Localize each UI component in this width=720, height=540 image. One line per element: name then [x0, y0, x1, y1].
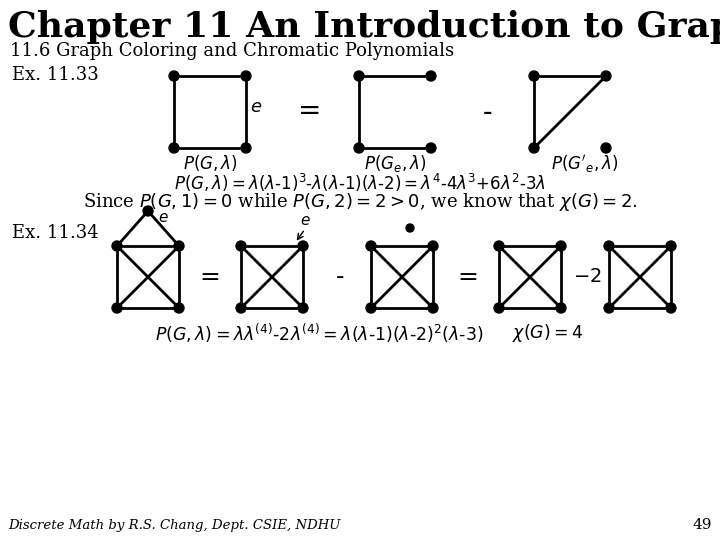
Circle shape: [298, 241, 308, 251]
Circle shape: [298, 303, 308, 313]
Text: $\chi(G)$$=$$4$: $\chi(G)$$=$$4$: [512, 322, 583, 344]
Circle shape: [428, 303, 438, 313]
Text: Ex. 11.34: Ex. 11.34: [12, 224, 99, 242]
Circle shape: [604, 241, 614, 251]
Circle shape: [494, 303, 504, 313]
Circle shape: [556, 241, 566, 251]
Circle shape: [112, 303, 122, 313]
Text: Chapter 11 An Introduction to Graph Theory: Chapter 11 An Introduction to Graph Theo…: [8, 10, 720, 44]
Text: 11.6 Graph Coloring and Chromatic Polynomials: 11.6 Graph Coloring and Chromatic Polyno…: [10, 42, 454, 60]
Circle shape: [494, 241, 504, 251]
Circle shape: [241, 143, 251, 153]
Text: $e$: $e$: [158, 211, 168, 225]
Circle shape: [604, 303, 614, 313]
Circle shape: [143, 206, 153, 216]
Circle shape: [112, 241, 122, 251]
Text: $P(G'_e,\lambda)$: $P(G'_e,\lambda)$: [552, 153, 618, 175]
Circle shape: [426, 143, 436, 153]
Circle shape: [354, 143, 364, 153]
Circle shape: [426, 71, 436, 81]
Circle shape: [169, 71, 179, 81]
Circle shape: [601, 143, 611, 153]
Circle shape: [556, 303, 566, 313]
Text: $P(G,\lambda)$: $P(G,\lambda)$: [183, 153, 238, 173]
Text: $P(G,\lambda)=\lambda\lambda^{(4)}\text{-}2\lambda^{(4)}= \lambda(\lambda\text{-: $P(G,\lambda)=\lambda\lambda^{(4)}\text{…: [155, 322, 483, 345]
Text: $P(G,\lambda)=\lambda(\lambda\text{-}1)^3\text{-}\lambda(\lambda\text{-}1)(\lamb: $P(G,\lambda)=\lambda(\lambda\text{-}1)^…: [174, 172, 546, 194]
Circle shape: [366, 303, 376, 313]
Text: =: =: [298, 98, 322, 125]
Circle shape: [366, 241, 376, 251]
Circle shape: [666, 241, 676, 251]
Circle shape: [174, 303, 184, 313]
Text: 49: 49: [693, 518, 712, 532]
Text: -: -: [483, 98, 492, 125]
Circle shape: [406, 224, 414, 232]
Circle shape: [529, 143, 539, 153]
Text: Discrete Math by R.S. Chang, Dept. CSIE, NDHU: Discrete Math by R.S. Chang, Dept. CSIE,…: [8, 519, 341, 532]
Circle shape: [241, 71, 251, 81]
Circle shape: [529, 71, 539, 81]
Text: $P(G_e,\lambda)$: $P(G_e,\lambda)$: [364, 153, 426, 174]
Text: $e$: $e$: [300, 214, 310, 228]
Circle shape: [601, 71, 611, 81]
Circle shape: [666, 303, 676, 313]
Text: Since $P(G,1)$$=$$0$ while $P(G,2)$$=$$2$$>$$0$, we know that $\chi(G)$$=$$2$.: Since $P(G,1)$$=$$0$ while $P(G,2)$$=$$2…: [83, 191, 637, 213]
Text: -: -: [336, 266, 344, 288]
Circle shape: [236, 303, 246, 313]
Circle shape: [236, 241, 246, 251]
Text: Ex. 11.33: Ex. 11.33: [12, 66, 99, 84]
Text: =: =: [458, 266, 478, 288]
Circle shape: [174, 241, 184, 251]
Text: $e$: $e$: [250, 98, 262, 116]
Text: $-2$: $-2$: [573, 268, 602, 286]
Circle shape: [169, 143, 179, 153]
Circle shape: [428, 241, 438, 251]
Circle shape: [354, 71, 364, 81]
Text: =: =: [199, 266, 220, 288]
